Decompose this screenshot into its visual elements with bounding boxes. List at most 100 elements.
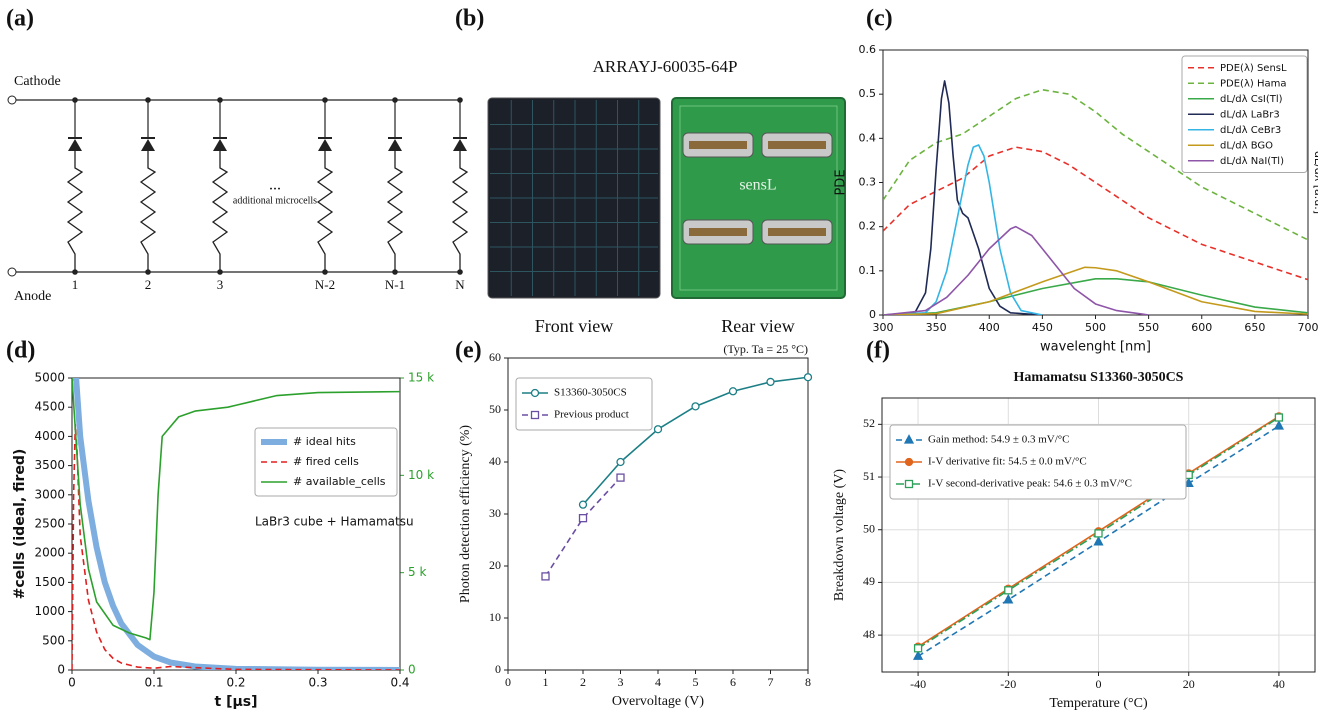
- x-tick-label: -20: [1000, 677, 1016, 691]
- panel-label: (b): [455, 6, 484, 32]
- panel-label: (e): [455, 338, 482, 364]
- legend-label: PDE(λ) Hama: [1220, 78, 1286, 89]
- legend-label: dL/dλ BGO: [1220, 140, 1273, 151]
- annotation: (Typ. Ta = 25 °C): [723, 342, 808, 356]
- marker: [530, 388, 540, 398]
- chart: 0 0.1 0.2 0.3 0.4050010001500200025003000350…: [12, 371, 434, 711]
- x-tick-label: 0.2: [226, 676, 245, 690]
- x-tick-label: 8: [805, 675, 811, 689]
- connector-pins: [689, 141, 747, 149]
- junction: [217, 269, 223, 275]
- y-axis-label: PDE: [834, 169, 849, 195]
- marker: [1274, 413, 1284, 422]
- panel-label: (d): [6, 338, 35, 364]
- circuit-note: additional microcells: [233, 195, 317, 206]
- cell-label: 1: [72, 277, 79, 292]
- series-line: [544, 477, 622, 577]
- connector-pins: [768, 141, 826, 149]
- y-tick-label: 0.1: [859, 264, 877, 277]
- y2-tick-label: 0: [408, 663, 416, 677]
- y2-tick-label: 15 k: [408, 371, 434, 385]
- y-tick-label: 0.6: [859, 43, 877, 56]
- x-tick-label: 650: [1244, 321, 1265, 334]
- diode: [388, 139, 402, 151]
- junction: [145, 97, 151, 103]
- legend-label: dL/dλ CsI(Tl): [1220, 94, 1283, 105]
- terminal: [7, 267, 17, 277]
- resistor: [316, 151, 334, 272]
- x-tick-label: 550: [1138, 321, 1159, 334]
- x-tick-label: 7: [768, 675, 774, 689]
- diode: [318, 139, 332, 151]
- junction: [457, 97, 463, 103]
- cell-label: N: [455, 277, 465, 292]
- legend-label: S13360-3050CS: [554, 387, 627, 399]
- x-axis-label: Temperature (°C): [1049, 696, 1148, 711]
- x-axis-label: t [μs]: [215, 694, 258, 710]
- y-tick-label: 3000: [34, 487, 65, 501]
- junction: [322, 269, 328, 275]
- y-tick-label: 51: [863, 469, 875, 483]
- series-line: [72, 378, 400, 670]
- y-axis-label: Photon detection efficiency (%): [458, 425, 473, 604]
- resistor: [386, 151, 404, 272]
- legend-label: I-V second-derivative peak: 54.6 ± 0.3 m…: [928, 478, 1132, 490]
- y-tick-label: 60: [489, 350, 501, 364]
- y-tick-label: 0.2: [859, 220, 877, 233]
- cell-label: N-2: [315, 277, 335, 292]
- y-tick-label: 5000: [34, 371, 65, 385]
- x-tick-label: 0.4: [390, 676, 409, 690]
- junction: [457, 269, 463, 275]
- marker: [913, 644, 923, 653]
- resistor: [211, 151, 229, 272]
- panel-label: (c): [866, 6, 893, 32]
- marker: [1003, 593, 1014, 604]
- junction: [322, 97, 328, 103]
- panel-label: (a): [6, 6, 34, 32]
- resistor: [139, 151, 157, 272]
- marker: [904, 457, 914, 467]
- y-tick-label: 0: [57, 663, 65, 677]
- array-title: ARRAYJ-60035-64P: [593, 57, 738, 76]
- x-tick-label: -40: [910, 677, 926, 691]
- y-tick-label: 49: [863, 574, 875, 588]
- chart: -40 -20 0 20 40 48 49 50 51 52 Hamamatsu S13360-30…: [832, 370, 1316, 711]
- x-tick-label: 0.3: [308, 676, 327, 690]
- y-tick-label: 40: [489, 454, 501, 468]
- legend-box: [254, 427, 398, 497]
- terminal: [7, 95, 17, 105]
- legend-label: Gain method: 54.9 ± 0.3 mV/°C: [928, 434, 1070, 446]
- x-tick-label: 600: [1191, 321, 1212, 334]
- x-tick-label: 700: [1298, 321, 1318, 334]
- rear-caption: Rear view: [721, 316, 794, 336]
- y-tick-label: 4000: [34, 429, 65, 443]
- y-tick-label: 48: [863, 627, 875, 641]
- plot-frame: [882, 49, 1309, 316]
- marker: [1094, 529, 1103, 538]
- y-axis-label: Breakdown voltage (V): [832, 469, 847, 602]
- legend-label: PDE(λ) SensL: [1220, 63, 1287, 74]
- legend-label: dL/dλ NaI(Tl): [1220, 156, 1284, 167]
- legend-box: [1181, 55, 1308, 173]
- junction: [72, 97, 78, 103]
- marker: [1093, 535, 1104, 546]
- y-axis-label: #cells (ideal, fired): [12, 449, 28, 600]
- diode: [213, 139, 227, 151]
- legend-box: [889, 424, 1187, 500]
- marker: [1004, 586, 1013, 595]
- plot-frame: [881, 397, 1316, 673]
- x-tick-label: 5: [693, 675, 699, 689]
- front-caption: Front view: [535, 316, 614, 336]
- x-tick-label: 0: [505, 675, 511, 689]
- rear-board-text: sensL: [739, 177, 776, 194]
- x-tick-label: 450: [1032, 321, 1053, 334]
- y-tick-label: 2500: [34, 517, 65, 531]
- legend-label: # available_cells: [293, 475, 386, 488]
- x-tick-label: 0: [1096, 677, 1102, 691]
- cell-label: N-1: [385, 277, 405, 292]
- y-tick-label: 52: [863, 416, 875, 430]
- resistor: [451, 151, 469, 272]
- y-tick-label: 1000: [34, 604, 65, 618]
- x-tick-label: 40: [1273, 677, 1285, 691]
